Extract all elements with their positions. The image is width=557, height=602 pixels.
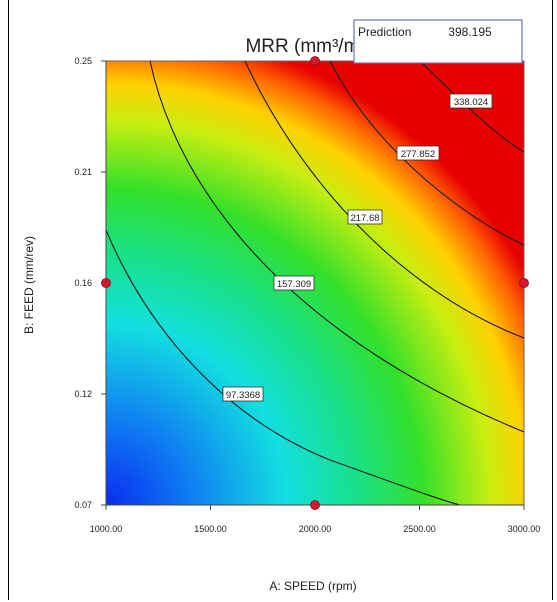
contour-labels: 97.3368 157.309 217.68 277.852 338.024 — [222, 93, 493, 402]
contour-line-2 — [149, 61, 524, 433]
y-tick-label: 0.25 — [74, 56, 92, 66]
contour-label-text-5: 338.024 — [454, 97, 488, 108]
contour-line-1 — [106, 229, 461, 505]
prediction-label: Prediction — [358, 25, 411, 39]
x-tick-label: 2500.00 — [403, 524, 436, 534]
contour-label-1: 97.3368 — [222, 386, 264, 402]
y-tick-label: 0.21 — [74, 167, 92, 177]
x-tick-label: 1000.00 — [90, 524, 123, 534]
design-point — [519, 278, 529, 288]
contour-label-3: 217.68 — [347, 209, 383, 225]
y-tick-label: 0.16 — [74, 278, 92, 288]
contour-label-text-2: 157.309 — [277, 279, 311, 290]
y-tick-label: 0.07 — [74, 500, 92, 510]
contour-label-4: 277.852 — [396, 145, 440, 161]
heatmap-surface — [105, 60, 525, 506]
design-point — [101, 278, 111, 288]
x-tick-label: 1500.00 — [194, 524, 227, 534]
design-point — [310, 500, 320, 510]
chart-title: MRR (mm³/min) — [245, 36, 380, 57]
contour-lines — [106, 61, 524, 505]
contour-line-3 — [244, 61, 524, 339]
x-axis: 1000.00 1500.00 2000.00 2500.00 3000.00 A: S… — [90, 504, 541, 593]
contour-label-text-1: 97.3368 — [226, 390, 260, 401]
x-axis-label: A: SPEED (rpm) — [269, 579, 356, 593]
y-tick-label: 0.12 — [74, 389, 92, 399]
contour-label-5: 338.024 — [449, 93, 493, 109]
figure-frame — [8, 0, 553, 600]
design-point — [310, 56, 320, 66]
contour-line-4 — [329, 61, 524, 246]
prediction-box[interactable]: Prediction 398.195 — [353, 19, 523, 64]
x-tick-label: 2000.00 — [299, 524, 332, 534]
contour-label-text-3: 217.68 — [350, 213, 379, 224]
y-axis-label: B: FEED (mm/rev) — [22, 236, 36, 334]
design-points — [101, 56, 529, 510]
contour-label-2: 157.309 — [273, 275, 315, 291]
x-tick-label: 3000.00 — [508, 524, 541, 534]
y-axis: 0.07 0.12 0.16 0.21 0.25 B: FEED (mm/rev) — [22, 56, 107, 510]
prediction-value: 398.195 — [448, 25, 492, 39]
contour-line-5 — [419, 61, 524, 153]
contour-label-text-4: 277.852 — [401, 149, 435, 160]
